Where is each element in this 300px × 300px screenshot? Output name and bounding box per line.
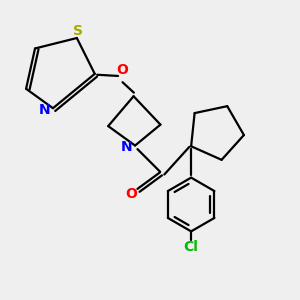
Text: O: O xyxy=(116,63,128,77)
Text: Cl: Cl xyxy=(184,240,199,254)
Text: S: S xyxy=(73,24,83,38)
Text: N: N xyxy=(39,103,50,117)
Text: O: O xyxy=(125,187,137,201)
Text: N: N xyxy=(120,140,132,154)
